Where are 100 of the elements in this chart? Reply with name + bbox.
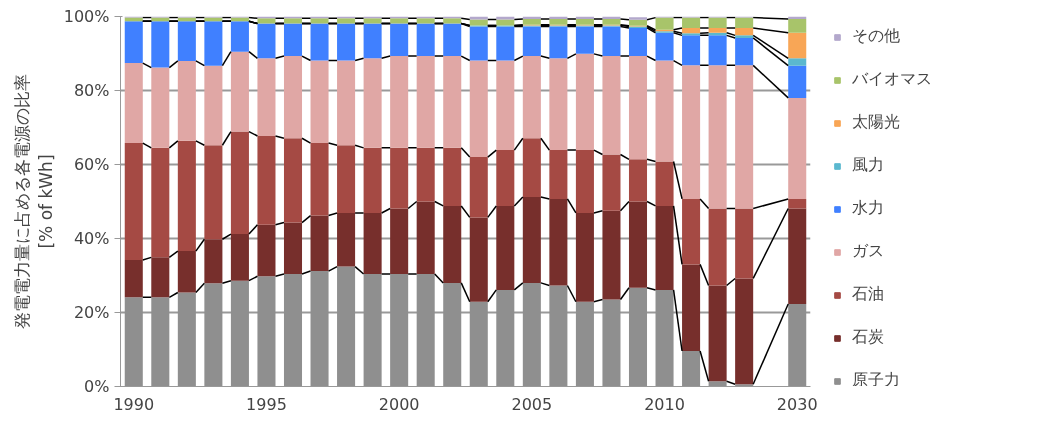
bar	[788, 58, 807, 66]
bar	[416, 23, 435, 57]
bar	[708, 17, 727, 28]
bar	[655, 32, 674, 61]
bar	[230, 234, 249, 281]
bar	[469, 217, 488, 302]
bar	[628, 27, 648, 57]
bar	[443, 147, 462, 206]
bar	[655, 17, 674, 30]
bar	[283, 222, 303, 275]
x-tick-label: 1995	[246, 394, 287, 414]
bar	[522, 19, 541, 25]
bar	[788, 19, 807, 33]
bar	[151, 67, 170, 148]
x-tick-label: 2000	[378, 394, 420, 414]
legend-label: 太陽光	[852, 112, 900, 133]
bar	[177, 60, 196, 141]
bar	[522, 197, 541, 283]
x-tick-label: 2030	[776, 394, 818, 414]
bar	[788, 208, 807, 304]
bar	[310, 215, 329, 272]
bar	[522, 26, 541, 57]
x-tick-label: 1990	[113, 394, 155, 414]
bar	[496, 19, 515, 26]
bar	[469, 157, 488, 218]
bar	[735, 208, 754, 279]
bar	[522, 56, 541, 139]
bar	[469, 26, 488, 61]
bar	[522, 138, 541, 198]
bar	[310, 143, 329, 216]
bar	[682, 65, 701, 199]
bar	[682, 27, 701, 34]
bar	[788, 198, 807, 209]
y-tick-label: 20%	[73, 303, 110, 322]
bar	[496, 60, 515, 151]
bar	[682, 198, 701, 265]
bar	[602, 154, 621, 211]
y-tick-label: 0%	[84, 377, 110, 396]
bar	[549, 150, 568, 199]
bar	[549, 58, 568, 151]
bar	[628, 201, 648, 288]
y-tick-label: 80%	[73, 81, 110, 100]
bar	[443, 18, 462, 24]
bar	[549, 26, 568, 59]
bar	[416, 56, 435, 148]
bar	[628, 17, 648, 20]
x-tick-label: 2005	[511, 394, 553, 414]
bar	[390, 23, 409, 57]
bar	[283, 23, 303, 57]
bar	[124, 259, 143, 298]
bar	[443, 56, 462, 148]
y-tick-label: 60%	[73, 155, 110, 174]
bar	[283, 138, 303, 223]
bar	[549, 198, 568, 286]
bar	[496, 205, 515, 290]
bar	[230, 21, 249, 52]
bar	[416, 18, 435, 24]
legend-label: その他	[852, 26, 900, 47]
legend-label: 石炭	[852, 327, 884, 348]
bar	[257, 58, 276, 137]
bar	[549, 19, 568, 25]
x-tick-label: 2010	[644, 394, 685, 414]
bar	[257, 224, 276, 277]
legend-label: 風力	[852, 155, 884, 176]
bar	[230, 51, 249, 132]
y-axis-title: 発電電力量に占める各電源の比率 [% of kWh]	[11, 74, 56, 329]
bar	[788, 97, 807, 199]
bar	[575, 150, 594, 213]
bar	[363, 58, 382, 148]
bar	[682, 35, 701, 66]
bar	[655, 205, 674, 290]
bar	[735, 17, 754, 28]
bar	[708, 285, 727, 382]
bar	[257, 18, 276, 24]
bar	[735, 65, 754, 209]
bar	[390, 208, 409, 275]
bar	[337, 212, 356, 267]
bar	[735, 27, 754, 36]
bar	[443, 205, 462, 283]
bar	[283, 18, 303, 24]
bar	[628, 159, 648, 202]
bar	[735, 35, 754, 38]
bar	[682, 33, 701, 36]
bar	[575, 212, 594, 302]
bar	[496, 150, 515, 206]
bar	[283, 56, 303, 139]
bar	[788, 32, 807, 59]
bar	[628, 56, 648, 160]
bar	[363, 212, 382, 275]
bar	[575, 53, 594, 151]
bar	[363, 18, 382, 24]
bar	[177, 251, 196, 293]
bar	[682, 17, 701, 28]
bar	[390, 56, 409, 148]
bar	[310, 60, 329, 144]
bar	[708, 208, 727, 286]
bar	[628, 19, 648, 26]
bar	[257, 136, 276, 225]
bar	[708, 35, 727, 66]
bar	[151, 21, 170, 68]
